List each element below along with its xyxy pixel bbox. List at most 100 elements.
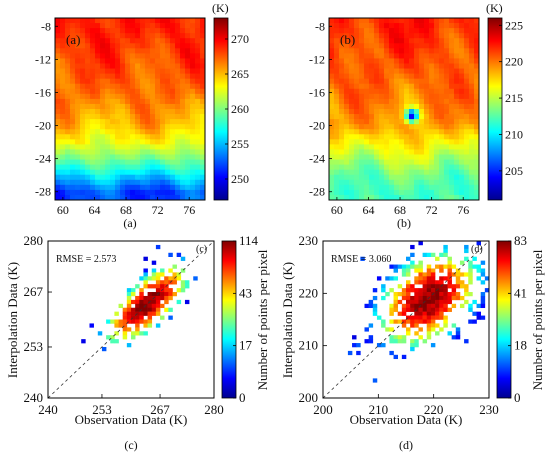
field-cell <box>429 63 435 69</box>
field-cell <box>459 179 465 186</box>
field-cell <box>135 109 141 115</box>
field-cell <box>140 124 146 130</box>
field-cell <box>130 33 136 39</box>
field-cell <box>170 63 176 69</box>
field-cell <box>175 129 181 135</box>
density-cell <box>468 319 473 324</box>
field-cell <box>394 88 400 95</box>
field-cell <box>409 129 415 135</box>
field-cell <box>454 134 460 140</box>
field-cell <box>55 154 61 160</box>
field-cell <box>384 124 390 130</box>
field-cell <box>394 174 400 181</box>
density-cell <box>168 268 173 273</box>
field-cell <box>449 164 455 171</box>
field-cell <box>464 124 470 130</box>
x-tick-label: 64 <box>362 203 374 217</box>
field-cell <box>409 73 415 80</box>
field-cell <box>70 73 76 80</box>
field-cell <box>449 119 455 125</box>
density-cell <box>143 331 148 336</box>
field-cell <box>394 53 400 59</box>
field-cell <box>359 23 365 29</box>
field-cell <box>135 68 141 75</box>
field-cell <box>135 149 141 155</box>
field-cell <box>454 18 460 24</box>
field-cell <box>200 103 206 110</box>
field-cell <box>185 184 191 191</box>
field-cell <box>90 169 96 176</box>
density-cell <box>151 299 157 305</box>
field-cell <box>354 179 360 186</box>
field-cell <box>170 189 176 196</box>
field-cell <box>394 93 400 100</box>
density-cell <box>160 315 165 320</box>
field-cell <box>85 129 91 135</box>
colorbar-tick-label: 41 <box>514 285 527 300</box>
field-cell <box>374 169 380 176</box>
field-cell <box>354 174 360 181</box>
density-cell <box>184 280 190 285</box>
density-cell <box>455 272 461 277</box>
field-cell <box>394 58 400 64</box>
field-cell <box>175 114 181 120</box>
field-cell <box>135 28 141 34</box>
field-cell <box>55 48 61 54</box>
field-cell <box>344 134 350 140</box>
field-cell <box>180 144 186 150</box>
field-cell <box>439 53 445 59</box>
density-cell <box>376 315 382 320</box>
density-cell <box>426 272 432 277</box>
field-cell <box>454 179 460 186</box>
field-cell <box>434 58 440 64</box>
density-cell <box>422 288 428 293</box>
density-cell <box>430 311 436 316</box>
field-cell <box>80 159 86 166</box>
density-cell <box>410 244 415 250</box>
field-cell <box>359 18 365 24</box>
field-cell <box>140 83 146 90</box>
field-cell <box>170 48 176 54</box>
field-cell <box>444 38 450 44</box>
field-cell <box>474 114 480 120</box>
field-cell <box>389 83 395 90</box>
field-cell <box>409 23 415 29</box>
field-cell <box>409 78 415 85</box>
panel-label-c: (c) <box>196 244 207 255</box>
field-cell <box>354 129 360 135</box>
field-cell <box>170 78 176 85</box>
field-cell <box>424 58 430 64</box>
field-cell <box>444 169 450 176</box>
field-cell <box>464 93 470 100</box>
field-cell <box>434 109 440 115</box>
field-cell <box>444 63 450 69</box>
field-cell <box>140 48 146 54</box>
field-cell <box>434 134 440 140</box>
field-cell <box>85 154 91 160</box>
field-cell <box>464 98 470 105</box>
field-cell <box>334 164 340 171</box>
field-cell <box>414 48 420 54</box>
field-cell <box>394 18 400 24</box>
density-cell <box>435 292 440 297</box>
density-cell <box>401 268 407 273</box>
field-cell <box>369 189 375 196</box>
field-cell <box>100 134 106 140</box>
field-cell <box>389 58 395 64</box>
field-cell <box>65 83 71 90</box>
field-cell <box>110 48 116 54</box>
density-cell <box>180 256 186 261</box>
field-cell <box>180 23 186 29</box>
field-cell <box>439 18 445 24</box>
field-cell <box>160 83 166 90</box>
field-cell <box>379 149 385 155</box>
field-cell <box>115 58 121 64</box>
field-cell <box>469 154 475 160</box>
field-cell <box>339 159 345 166</box>
field-cell <box>429 73 435 80</box>
field-cell <box>379 174 385 181</box>
field-cell <box>60 179 66 186</box>
field-cell <box>105 154 111 160</box>
field-cell <box>175 43 181 49</box>
density-cell <box>155 295 161 301</box>
